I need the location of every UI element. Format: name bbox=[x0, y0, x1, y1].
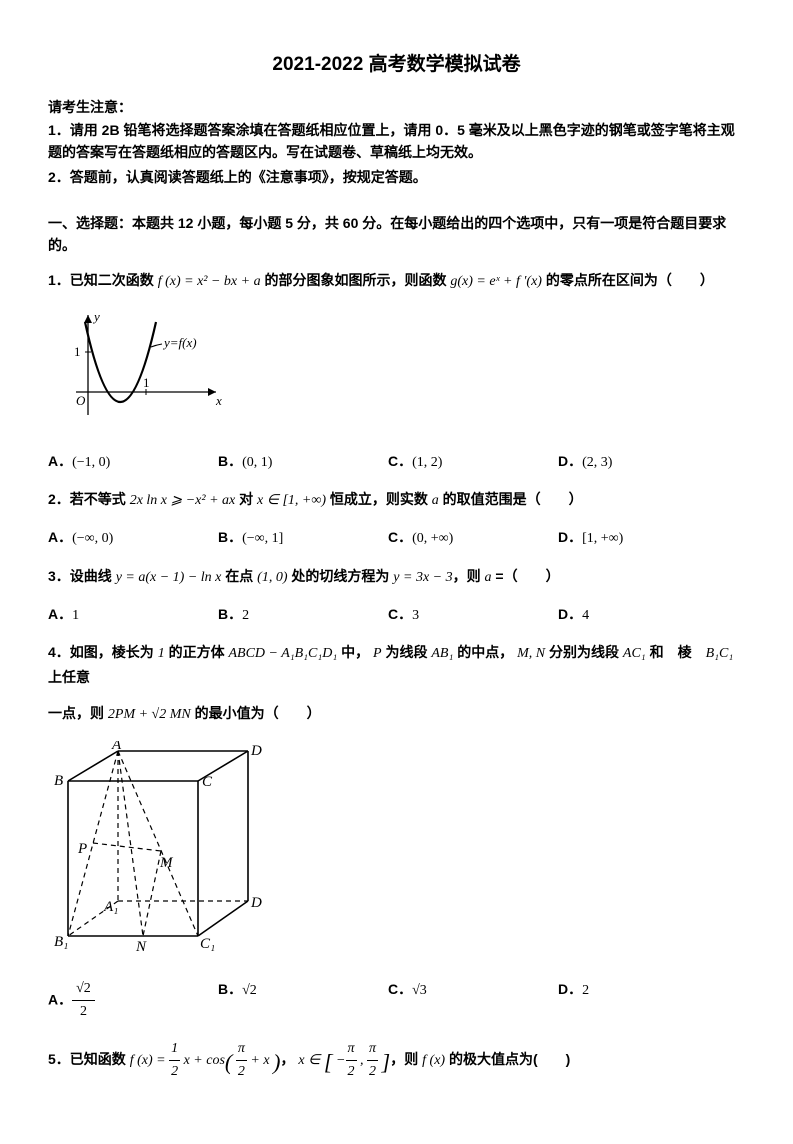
q3-option-c: C．3 bbox=[388, 603, 558, 627]
q1-label-y: y bbox=[92, 309, 100, 324]
svg-text:B₁: B₁ bbox=[54, 934, 68, 950]
svg-text:A: A bbox=[111, 741, 122, 753]
q1-label-1x: 1 bbox=[143, 375, 150, 390]
question-3: 3．设曲线 y = a(x − 1) − ln x 在点 (1, 0) 处的切线… bbox=[48, 565, 745, 589]
q4-option-c: C．√3 bbox=[388, 978, 558, 1024]
svg-text:D: D bbox=[250, 743, 262, 759]
q4-option-b: B．√2 bbox=[218, 978, 388, 1024]
q5-expr2: x ∈ [ −π2 , π2 ] bbox=[298, 1053, 390, 1068]
q5-expr1: f (x) = 12 x + cos( π2 + x ) bbox=[130, 1053, 281, 1068]
q1-option-c: C．(1, 2) bbox=[388, 450, 558, 474]
svg-text:C: C bbox=[202, 774, 213, 790]
q3-options: A．1 B．2 C．3 D．4 bbox=[48, 603, 745, 627]
question-5: 5．已知函数 f (x) = 12 x + cos( π2 + x )， x ∈… bbox=[48, 1038, 745, 1084]
q4-option-d: D．2 bbox=[558, 978, 728, 1024]
q1-expr2: g(x) = eˣ + f ′(x) bbox=[450, 274, 542, 289]
q1-options: A．(−1, 0) B．(0, 1) C．(1, 2) D．(2, 3) bbox=[48, 450, 745, 474]
q2-option-d: D．[1, +∞) bbox=[558, 526, 728, 550]
svg-text:B: B bbox=[54, 773, 63, 789]
section-1-header: 一、选择题：本题共 12 小题，每小题 5 分，共 60 分。在每小题给出的四个… bbox=[48, 212, 745, 257]
question-4: 4．如图，棱长为 1 的正方体 ABCD − A₁B₁C₁D₁ 中， P 为线段… bbox=[48, 641, 745, 688]
q4-options: A．√22 B．√2 C．√3 D．2 bbox=[48, 978, 745, 1024]
q1-expr1: f (x) = x² − bx + a bbox=[158, 274, 261, 289]
svg-text:M: M bbox=[159, 855, 174, 871]
q4-figure: A D B C A₁ D₁ B₁ C₁ P M N bbox=[48, 741, 745, 964]
page-title: 2021-2022 高考数学模拟试卷 bbox=[48, 50, 745, 80]
q1-prefix: 1．已知二次函数 bbox=[48, 272, 158, 288]
svg-text:P: P bbox=[77, 841, 87, 857]
svg-text:N: N bbox=[135, 939, 147, 955]
q1-label-1y: 1 bbox=[74, 344, 81, 359]
q2-options: A．(−∞, 0) B．(−∞, 1] C．(0, +∞) D．[1, +∞) bbox=[48, 526, 745, 550]
q4-option-a: A．√22 bbox=[48, 978, 218, 1024]
q3-option-b: B．2 bbox=[218, 603, 388, 627]
notice-header: 请考生注意： bbox=[48, 96, 745, 118]
svg-text:D₁: D₁ bbox=[250, 895, 263, 911]
q1-figure: y x O 1 1 y=f(x) bbox=[48, 307, 745, 435]
q1-suffix: 的零点所在区间为（ ） bbox=[542, 272, 714, 288]
q2-option-b: B．(−∞, 1] bbox=[218, 526, 388, 550]
question-4-line2: 一点，则 2PM + √2 MN 的最小值为（ ） bbox=[48, 702, 745, 726]
q1-mid1: 的部分图象如图所示，则函数 bbox=[261, 272, 451, 288]
q1-label-O: O bbox=[76, 393, 86, 408]
notice-1: 1．请用 2B 铅笔将选择题答案涂填在答题纸相应位置上，请用 0．5 毫米及以上… bbox=[48, 119, 745, 164]
q1-option-b: B．(0, 1) bbox=[218, 450, 388, 474]
q3-option-d: D．4 bbox=[558, 603, 728, 627]
svg-text:C₁: C₁ bbox=[200, 936, 215, 952]
q3-option-a: A．1 bbox=[48, 603, 218, 627]
question-1: 1．已知二次函数 f (x) = x² − bx + a 的部分图象如图所示，则… bbox=[48, 269, 745, 293]
svg-text:A₁: A₁ bbox=[103, 899, 118, 915]
q1-option-d: D．(2, 3) bbox=[558, 450, 728, 474]
q2-option-c: C．(0, +∞) bbox=[388, 526, 558, 550]
q1-label-x: x bbox=[215, 393, 222, 408]
q1-curve-label: y=f(x) bbox=[162, 335, 197, 350]
q2-option-a: A．(−∞, 0) bbox=[48, 526, 218, 550]
notice-2: 2．答题前，认真阅读答题纸上的《注意事项》，按规定答题。 bbox=[48, 166, 745, 188]
question-2: 2．若不等式 2x ln x ⩾ −x² + ax 对 x ∈ [1, +∞) … bbox=[48, 488, 745, 512]
q1-option-a: A．(−1, 0) bbox=[48, 450, 218, 474]
